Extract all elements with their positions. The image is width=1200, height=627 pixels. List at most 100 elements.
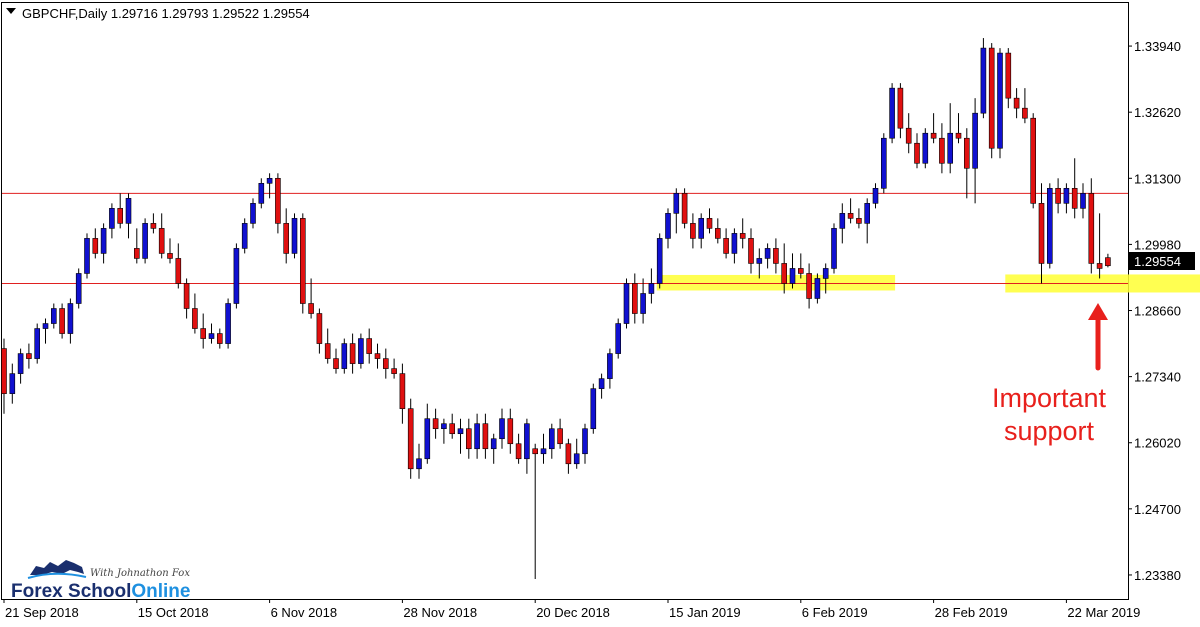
candle [590, 383, 597, 434]
candle-body [947, 132, 954, 164]
candle [665, 208, 671, 249]
candle [125, 193, 132, 239]
candle [308, 278, 314, 319]
candle [997, 48, 1003, 159]
candle-body [1005, 52, 1012, 99]
candle-body [432, 418, 439, 430]
candle-body [648, 283, 655, 294]
y-tick-label: 1.29980 [1134, 237, 1181, 252]
candle-body [358, 338, 364, 364]
candle [192, 293, 198, 334]
candle-body [125, 198, 132, 224]
candle-body [200, 328, 206, 339]
candle-body [233, 248, 240, 304]
candle-body [665, 213, 671, 239]
candle-body [1055, 188, 1061, 204]
candle [67, 298, 74, 344]
candle-body [963, 137, 970, 169]
brand-logo: With Johnathon Fox Forex SchoolOnline [11, 560, 190, 602]
candle-body [1013, 97, 1020, 109]
candle [880, 133, 887, 194]
candle [814, 273, 821, 304]
candle-body [416, 458, 422, 470]
candle-body [507, 418, 514, 445]
candle-body [192, 308, 198, 329]
candle-body [789, 268, 796, 284]
candle-body [75, 273, 82, 304]
candle-body [764, 248, 771, 259]
candle [175, 243, 182, 289]
candle [449, 413, 456, 439]
candle-body [150, 223, 157, 229]
candle [432, 408, 439, 439]
dropdown-triangle-icon[interactable] [6, 8, 16, 14]
candle-body [590, 388, 597, 430]
candle [847, 198, 854, 224]
candle [905, 113, 912, 154]
candle-body [391, 368, 397, 374]
price-axis: 1.33940 1.32620 1.31300 1.29980 1.28660 1.273… [1128, 39, 1181, 583]
candle [582, 423, 588, 464]
candle [59, 303, 65, 339]
candle [781, 243, 788, 294]
y-tick-label: 1.26020 [1134, 436, 1181, 451]
candle [183, 278, 190, 319]
candle [490, 433, 497, 464]
candle-body [1038, 203, 1045, 264]
candle-body [17, 353, 24, 374]
candle [939, 123, 945, 174]
candle-body [109, 208, 115, 229]
candle [789, 253, 796, 289]
candle [1038, 183, 1045, 284]
candle-body [988, 47, 995, 149]
candle-body [515, 443, 522, 460]
candle-body [822, 268, 829, 279]
candle [889, 83, 895, 144]
candle-body [167, 253, 173, 259]
candle-body [847, 213, 854, 219]
candle-body [299, 218, 306, 304]
candle [955, 113, 962, 144]
candle-body [698, 218, 705, 239]
candle-body [34, 328, 41, 359]
candle [100, 223, 107, 264]
candle-body [1022, 107, 1028, 119]
candle-body [142, 223, 148, 259]
candle [1022, 88, 1028, 124]
candle [1063, 183, 1070, 214]
candle [117, 193, 123, 229]
candle [158, 213, 165, 259]
y-tick-label: 1.33940 [1134, 39, 1181, 54]
candle [441, 418, 447, 444]
candle-body [905, 127, 912, 144]
x-tick-label: 22 Mar 2019 [1067, 605, 1140, 620]
logo-word-2: Online [131, 581, 190, 602]
candle [324, 328, 331, 364]
candle-body [690, 223, 696, 239]
annotation-line-2: support [1004, 416, 1095, 446]
candle [225, 298, 231, 349]
logo-tagline: With Johnathon Fox [90, 568, 190, 579]
candle-body [939, 137, 945, 164]
candle [291, 213, 298, 259]
candle [349, 333, 356, 374]
candle-body [980, 47, 987, 114]
candle [142, 218, 148, 264]
candle [607, 348, 613, 389]
candle [548, 423, 555, 459]
candle [731, 228, 738, 264]
candle-body [341, 343, 348, 369]
candle-body [258, 183, 265, 204]
candle-body [158, 228, 165, 254]
candle-body [308, 303, 314, 314]
candle [374, 343, 381, 369]
candle-body [889, 87, 895, 139]
candle [623, 278, 630, 329]
chart-header: GBPCHF,Daily 1.29716 1.29793 1.29522 1.2… [6, 6, 310, 21]
candle [341, 338, 348, 374]
candles [1, 38, 1111, 579]
candle-body [1088, 193, 1095, 264]
candle-body [524, 423, 530, 460]
horizontal-levels [2, 192, 1128, 284]
candle [457, 418, 464, 454]
